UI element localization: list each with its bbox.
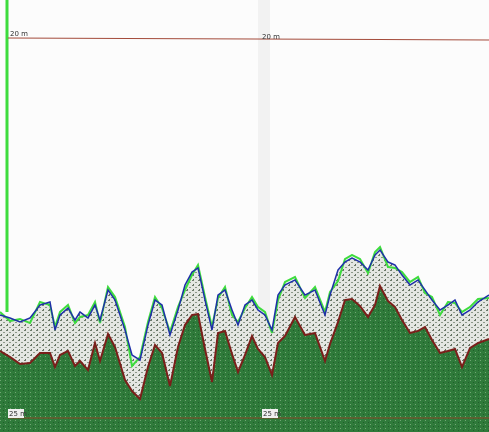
sediment-zone <box>0 286 489 432</box>
range-label: 25 m <box>9 410 27 418</box>
range-line <box>7 37 489 41</box>
range-label: 25 m <box>263 410 281 418</box>
bottom-profile <box>0 245 489 432</box>
echo-zone <box>0 250 489 399</box>
range-label: 20 m <box>10 30 28 38</box>
label-box <box>262 409 278 418</box>
brown-trace <box>0 283 489 401</box>
blue-trace <box>0 248 489 362</box>
range-label: 20 m <box>262 33 280 41</box>
label-box <box>8 409 24 418</box>
